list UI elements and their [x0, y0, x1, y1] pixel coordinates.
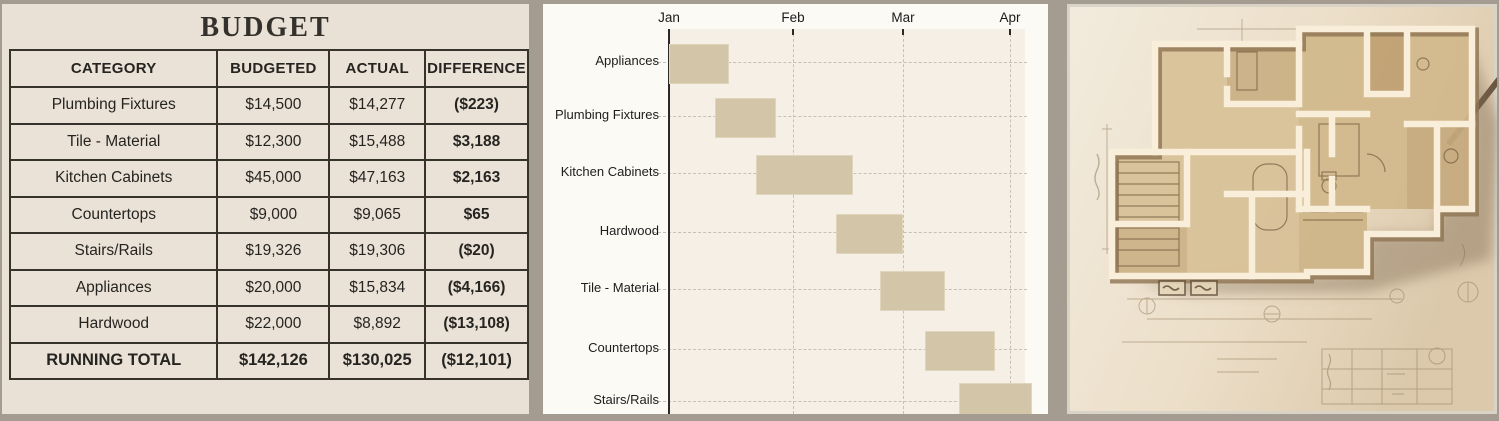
budget-table: CATEGORY BUDGETED ACTUAL DIFFERENCE Plumbin… — [8, 49, 529, 380]
actual-cell: $8,892 — [328, 305, 427, 344]
gantt-bar — [879, 271, 945, 311]
task-label: Kitchen Cabinets — [560, 164, 659, 179]
category-cell: Hardwood — [8, 305, 219, 344]
axis-tick — [792, 29, 794, 35]
difference-cell: ($20) — [424, 232, 529, 271]
category-cell: Countertops — [8, 195, 219, 234]
task-label: Stairs/Rails — [593, 392, 659, 407]
horizontal-gridline — [653, 62, 1027, 63]
gantt-bar — [925, 331, 996, 371]
gantt-bar — [714, 98, 776, 138]
photo-border — [1067, 4, 1497, 414]
task-label: Countertops — [588, 340, 659, 355]
table-row: Stairs/Rails $19,326 $19,306 ($20) — [8, 232, 529, 271]
month-label: Feb — [781, 10, 805, 25]
budgeted-cell: $19,326 — [216, 232, 331, 271]
floor-plan-image — [1067, 4, 1497, 414]
floor-plan-walls — [1108, 25, 1476, 280]
budgeted-cell: $142,126 — [216, 341, 331, 380]
budget-title: BUDGET — [200, 12, 331, 43]
budgeted-cell: $9,000 — [216, 195, 331, 234]
table-row: Hardwood $22,000 $8,892 ($13,108) — [8, 305, 529, 344]
floorplan-panel — [1067, 4, 1497, 414]
gantt-bar — [835, 214, 903, 254]
actual-cell: $14,277 — [328, 86, 427, 125]
difference-cell: ($4,166) — [424, 268, 529, 307]
month-label: Mar — [891, 10, 915, 25]
category-cell: RUNNING TOTAL — [8, 341, 219, 380]
actual-cell: $15,834 — [328, 268, 427, 307]
difference-cell: ($223) — [424, 86, 529, 125]
task-label: Plumbing Fixtures — [554, 107, 659, 122]
category-cell: Tile - Material — [8, 122, 219, 161]
column-header: BUDGETED — [216, 49, 331, 88]
table-row: Appliances $20,000 $15,834 ($4,166) — [8, 268, 529, 307]
budgeted-cell: $20,000 — [216, 268, 331, 307]
actual-cell: $9,065 — [328, 195, 427, 234]
difference-cell: ($12,101) — [424, 341, 529, 380]
actual-cell: $19,306 — [328, 232, 427, 271]
running-total-row: RUNNING TOTAL $142,126 $130,025 ($12,101) — [8, 341, 529, 380]
gantt-bar — [669, 44, 729, 84]
actual-cell: $130,025 — [328, 341, 427, 380]
task-label: Tile - Material — [580, 280, 659, 295]
horizontal-gridline — [653, 349, 1027, 350]
budgeted-cell: $14,500 — [216, 86, 331, 125]
vertical-gridline — [793, 29, 794, 414]
model-scribbles — [1158, 280, 1218, 296]
actual-cell: $47,163 — [328, 159, 427, 198]
category-cell: Appliances — [8, 268, 219, 307]
axis-tick — [902, 29, 904, 35]
budgeted-cell: $12,300 — [216, 122, 331, 161]
month-label: Apr — [999, 10, 1021, 25]
task-label: Hardwood — [599, 223, 659, 238]
difference-cell: $65 — [424, 195, 529, 234]
month-label: Jan — [658, 10, 680, 25]
vertical-gridline — [903, 29, 904, 414]
gantt-bar — [958, 383, 1033, 414]
budget-panel: BUDGET CATEGORY BUDGETED ACTUAL DIFFERENCE … — [2, 4, 529, 414]
category-cell: Plumbing Fixtures — [8, 86, 219, 125]
difference-cell: $2,163 — [424, 159, 529, 198]
difference-cell: ($13,108) — [424, 305, 529, 344]
budgeted-cell: $22,000 — [216, 305, 331, 344]
vertical-gridline — [1010, 29, 1011, 414]
column-header: CATEGORY — [8, 49, 219, 88]
budget-table-header-row: CATEGORY BUDGETED ACTUAL DIFFERENCE — [8, 49, 529, 88]
table-row: Plumbing Fixtures $14,500 $14,277 ($223) — [8, 86, 529, 125]
column-header: DIFFERENCE — [424, 49, 529, 88]
table-row: Tile - Material $12,300 $15,488 $3,188 — [8, 122, 529, 161]
actual-cell: $15,488 — [328, 122, 427, 161]
horizontal-gridline — [653, 116, 1027, 117]
gantt-panel: Jan Feb Mar Apr Appliances Plumbing Fixtures K… — [543, 4, 1048, 414]
gantt-bar — [755, 155, 854, 195]
axis-tick — [1009, 29, 1011, 35]
horizontal-gridline — [653, 289, 1027, 290]
category-cell: Stairs/Rails — [8, 232, 219, 271]
difference-cell: $3,188 — [424, 122, 529, 161]
category-cell: Kitchen Cabinets — [8, 159, 219, 198]
table-row: Countertops $9,000 $9,065 $65 — [8, 195, 529, 234]
task-label: Appliances — [595, 53, 659, 68]
budgeted-cell: $45,000 — [216, 159, 331, 198]
column-header: ACTUAL — [328, 49, 427, 88]
table-row: Kitchen Cabinets $45,000 $47,163 $2,163 — [8, 159, 529, 198]
gantt-y-axis — [668, 29, 670, 414]
horizontal-gridline — [653, 401, 1027, 402]
